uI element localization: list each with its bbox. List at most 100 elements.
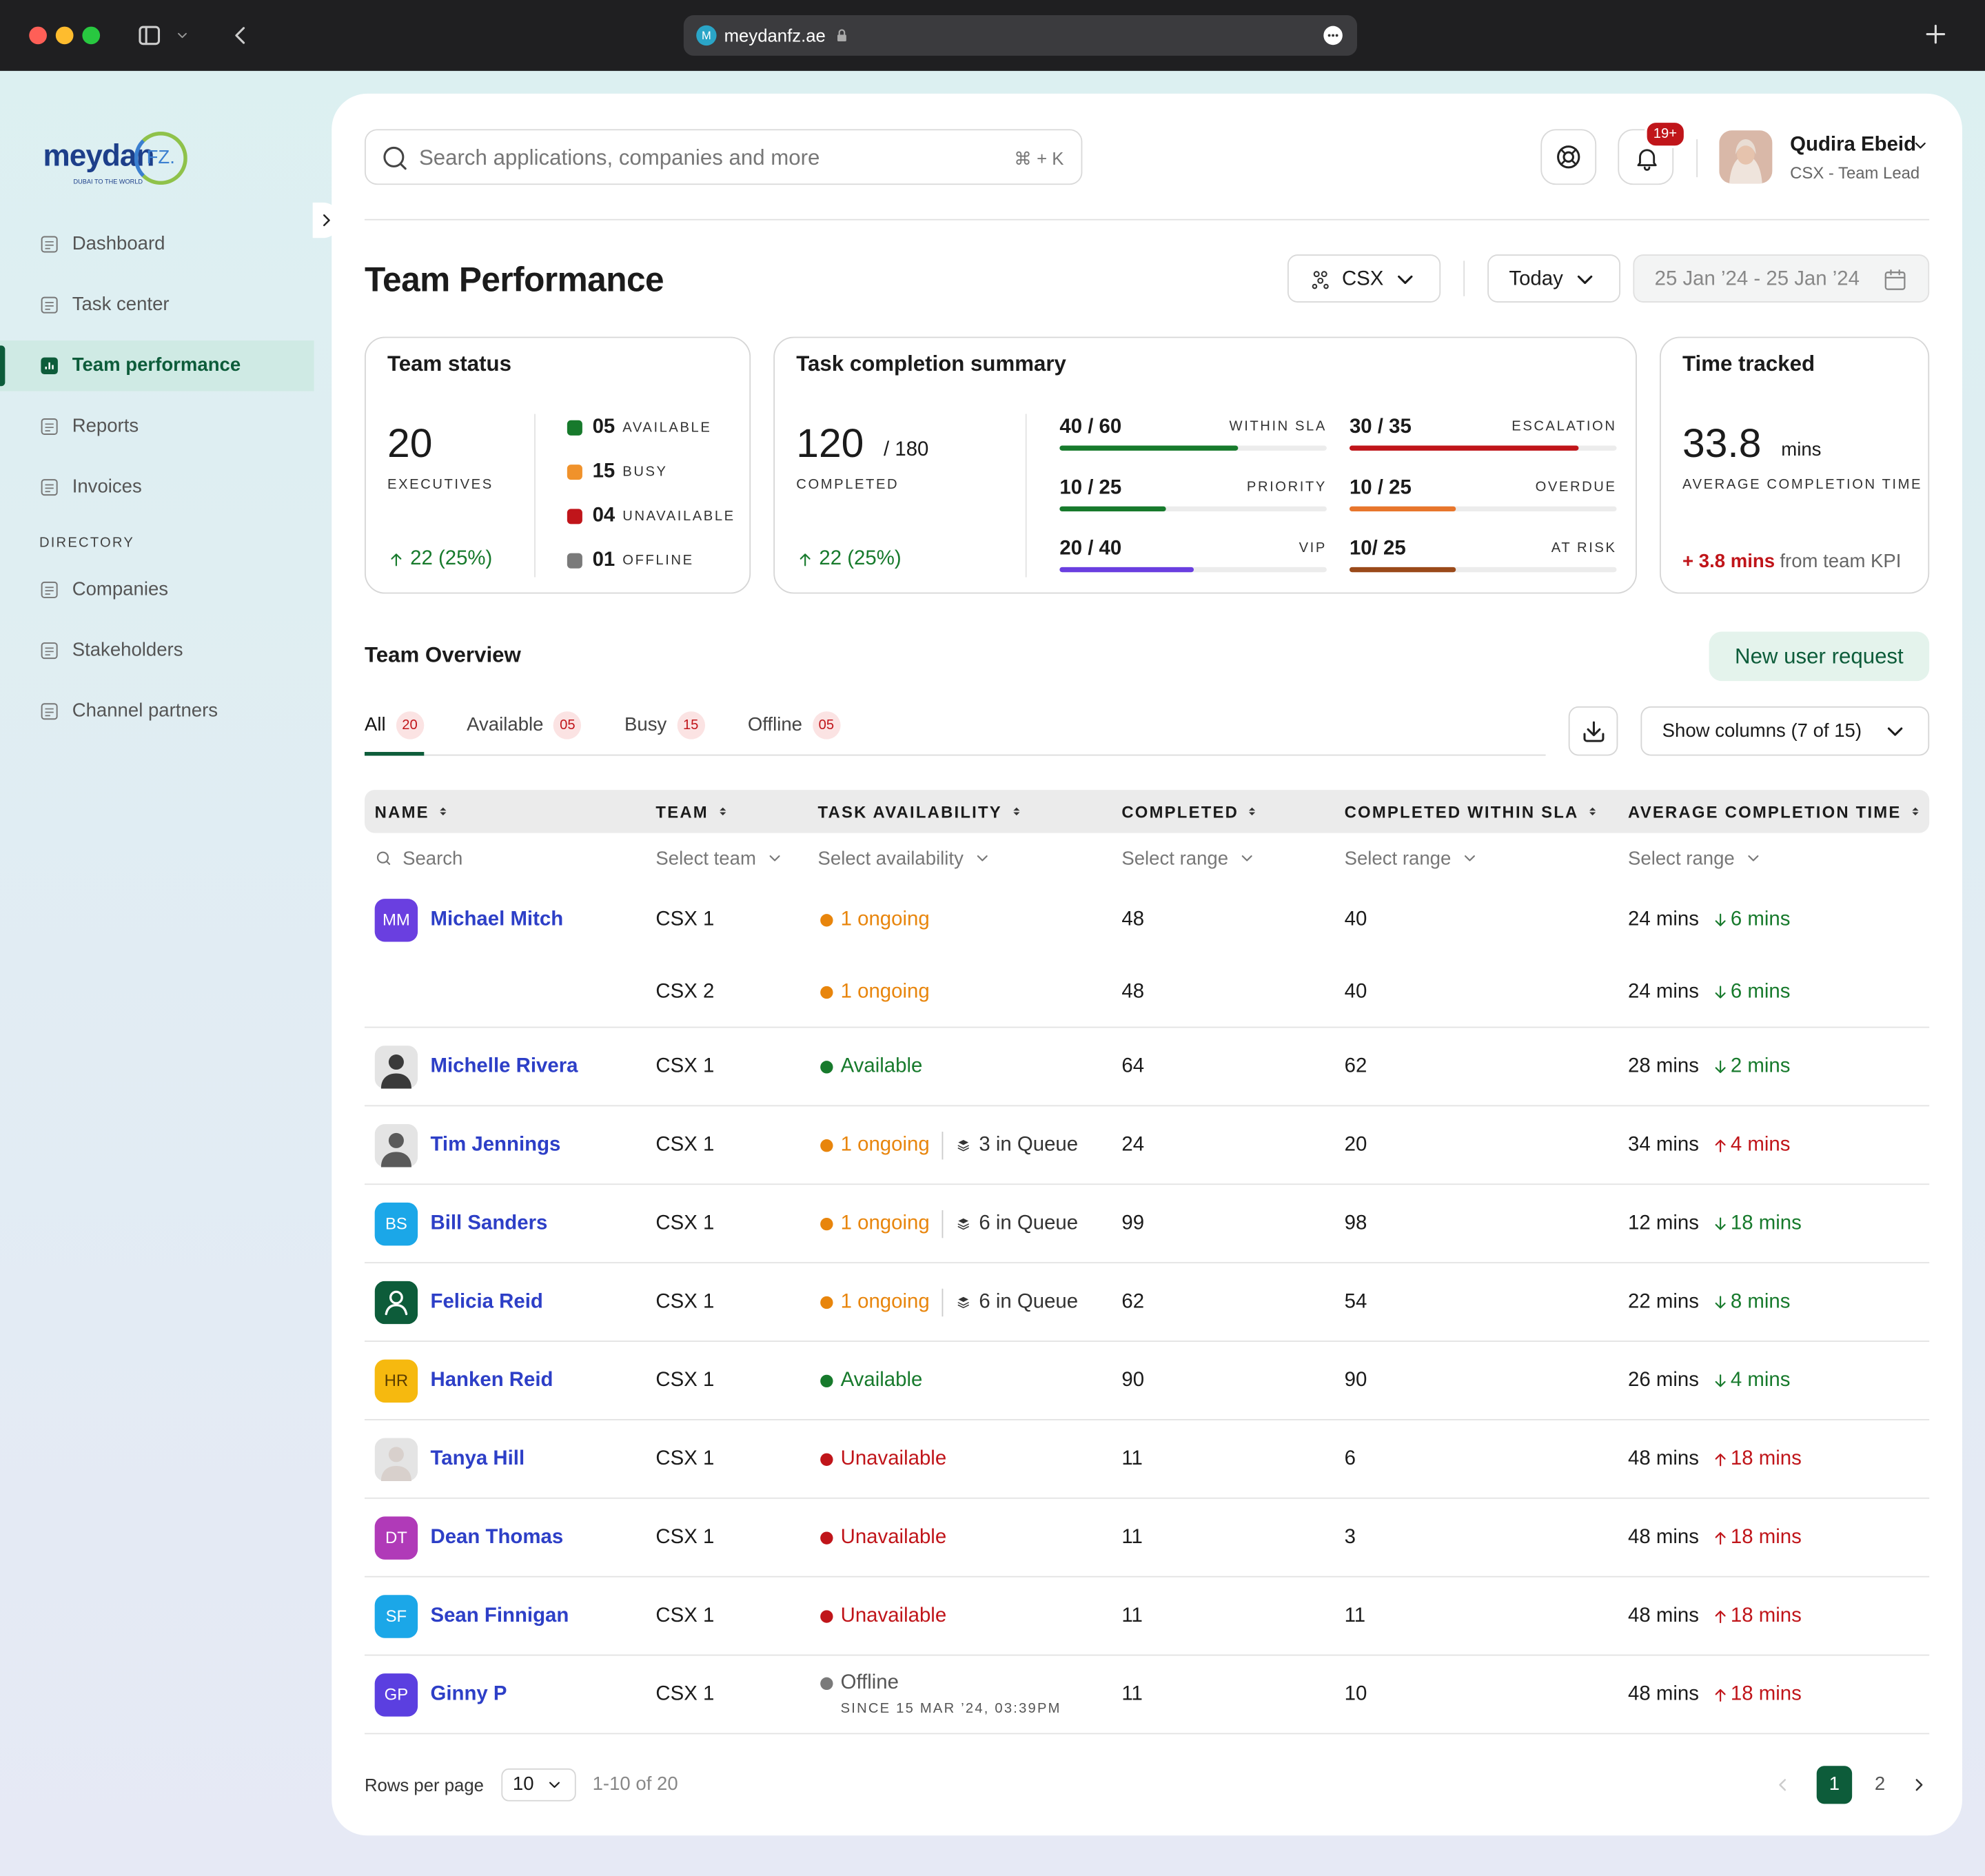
page-button[interactable]: 2 bbox=[1862, 1766, 1897, 1804]
row-divider bbox=[364, 1576, 1930, 1578]
column-filter[interactable]: Select range bbox=[1628, 846, 1762, 871]
status-breakdown: 04 UNAVAILABLE bbox=[567, 504, 735, 529]
window-control[interactable] bbox=[82, 26, 101, 45]
team-cell: CSX 1 bbox=[655, 1684, 715, 1706]
availability-cell: Unavailable bbox=[820, 1525, 946, 1551]
prev-page-icon[interactable] bbox=[1772, 1775, 1792, 1795]
avatar-photo bbox=[374, 1046, 418, 1089]
arrow-up-icon bbox=[391, 553, 402, 567]
tab[interactable]: All 20 bbox=[364, 700, 424, 756]
delta-value: 6 mins bbox=[1730, 980, 1791, 1002]
tab-count: 05 bbox=[812, 711, 841, 739]
member-name[interactable]: Michelle Rivera bbox=[430, 1056, 578, 1078]
column-header[interactable]: TASK AVAILABILITY bbox=[818, 799, 1023, 824]
avatar: GP bbox=[374, 1673, 418, 1717]
member-name[interactable]: Sean Finnigan bbox=[430, 1605, 569, 1627]
tab[interactable]: Available 05 bbox=[467, 700, 582, 756]
team-cell: CSX 1 bbox=[655, 1448, 715, 1471]
completed-cell: 24 bbox=[1121, 1134, 1145, 1156]
metric-value: 10/ 25 bbox=[1349, 538, 1406, 560]
column-filter[interactable]: Select range bbox=[1121, 846, 1256, 871]
avatar: MM bbox=[374, 898, 418, 941]
download-button[interactable] bbox=[1568, 706, 1618, 756]
member-name[interactable]: Ginny P bbox=[430, 1684, 507, 1706]
availability-cell: Unavailable bbox=[820, 1604, 946, 1629]
card-caption: EXECUTIVES bbox=[387, 478, 493, 493]
team-filter[interactable]: CSX bbox=[1287, 254, 1441, 303]
column-filter[interactable]: Select team bbox=[655, 846, 784, 871]
member-name[interactable]: Felicia Reid bbox=[430, 1292, 543, 1314]
column-header[interactable]: COMPLETED WITHIN SLA bbox=[1345, 799, 1599, 824]
window-control[interactable] bbox=[29, 26, 47, 45]
queue-icon bbox=[958, 1139, 970, 1152]
kpi-delta-suffix: from team KPI bbox=[1780, 550, 1902, 572]
section-title: Team Overview bbox=[364, 642, 521, 667]
column-filter[interactable]: Select availability bbox=[818, 846, 992, 871]
member-name[interactable]: Tim Jennings bbox=[430, 1134, 561, 1156]
rows-per-page-select[interactable]: 10 bbox=[501, 1768, 576, 1802]
delta-arrow-icon bbox=[1715, 1296, 1726, 1309]
date-range[interactable]: 25 Jan ’24 - 25 Jan ’24 bbox=[1633, 254, 1930, 303]
column-filter[interactable]: Search bbox=[375, 846, 462, 871]
chevron-right-icon bbox=[323, 214, 330, 227]
window-control[interactable] bbox=[55, 26, 74, 45]
status-breakdown: 15 BUSY bbox=[567, 460, 668, 485]
button-label: New user request bbox=[1735, 644, 1904, 669]
sla-cell: 3 bbox=[1344, 1527, 1356, 1549]
row-divider bbox=[364, 1183, 1930, 1185]
collapse-button[interactable] bbox=[312, 202, 341, 238]
sla-cell: 54 bbox=[1344, 1292, 1367, 1314]
help-button[interactable] bbox=[1540, 129, 1597, 185]
tab[interactable]: Busy 15 bbox=[624, 700, 705, 756]
kpi-delta: + 3.8 mins from team KPI bbox=[1682, 548, 1901, 573]
team-cell: CSX 1 bbox=[655, 1527, 715, 1549]
status-text: Available bbox=[840, 1369, 923, 1391]
completed-cell: 11 bbox=[1121, 1684, 1143, 1706]
nav-item: Stakeholders bbox=[72, 639, 183, 661]
column-title: COMPLETED WITHIN SLA bbox=[1344, 802, 1579, 822]
lock-icon bbox=[837, 29, 847, 42]
queue-icon bbox=[958, 1296, 970, 1309]
nav-item: Reports bbox=[72, 415, 139, 437]
team-cell: CSX 1 bbox=[655, 1292, 715, 1314]
queue-text: 6 in Queue bbox=[979, 1291, 1079, 1313]
column-filter[interactable]: Select range bbox=[1345, 846, 1479, 871]
member-name[interactable]: Bill Sanders bbox=[430, 1213, 548, 1235]
chevron-icon bbox=[1887, 727, 1903, 736]
member-name[interactable]: Dean Thomas bbox=[430, 1527, 564, 1549]
page-button[interactable]: 1 bbox=[1816, 1766, 1853, 1804]
delta-value: 6 mins bbox=[1730, 908, 1791, 930]
sla-cell: 6 bbox=[1344, 1448, 1356, 1471]
show-columns-button[interactable]: Show columns (7 of 15) bbox=[1640, 706, 1930, 756]
team-cell: CSX 1 bbox=[655, 1056, 715, 1078]
row-divider bbox=[364, 1262, 1930, 1264]
progress-bar bbox=[1349, 506, 1456, 512]
status-text: Unavailable bbox=[840, 1448, 947, 1470]
download-icon bbox=[1583, 721, 1605, 742]
new-user-request-button[interactable]: New user request bbox=[1709, 631, 1930, 682]
nav-icon bbox=[41, 236, 58, 253]
column-header[interactable]: AVERAGE COMPLETION TIME bbox=[1628, 799, 1922, 824]
column-header[interactable]: COMPLETED bbox=[1121, 799, 1259, 824]
column-header[interactable]: NAME bbox=[375, 799, 450, 824]
member-name[interactable]: Hanken Reid bbox=[430, 1370, 553, 1392]
avatar-initials: GP bbox=[384, 1684, 409, 1704]
member-name[interactable]: Michael Mitch bbox=[430, 908, 564, 930]
search-box[interactable]: Search applications, companies and more ⌘… bbox=[364, 129, 1083, 185]
metric-value: 10 / 25 bbox=[1349, 478, 1412, 500]
status-count: 01 bbox=[592, 549, 615, 571]
rows-per-page-value: 10 bbox=[512, 1773, 534, 1795]
avg-time-cell: 48 mins 18 mins bbox=[1628, 1682, 1802, 1708]
avg-delta: 18 mins bbox=[1711, 1684, 1802, 1706]
metric-value: 10 / 25 bbox=[1059, 478, 1122, 500]
member-name[interactable]: Tanya Hill bbox=[430, 1448, 525, 1471]
column-header[interactable]: TEAM bbox=[655, 799, 729, 824]
tab[interactable]: Offline 05 bbox=[748, 700, 841, 756]
completed-cell: 99 bbox=[1121, 1213, 1145, 1235]
period-filter[interactable]: Today bbox=[1487, 254, 1621, 303]
next-page-icon[interactable] bbox=[1909, 1775, 1929, 1795]
avg-time-cell: 28 mins 2 mins bbox=[1628, 1054, 1790, 1080]
user-role: CSX - Team Lead bbox=[1790, 163, 1920, 183]
